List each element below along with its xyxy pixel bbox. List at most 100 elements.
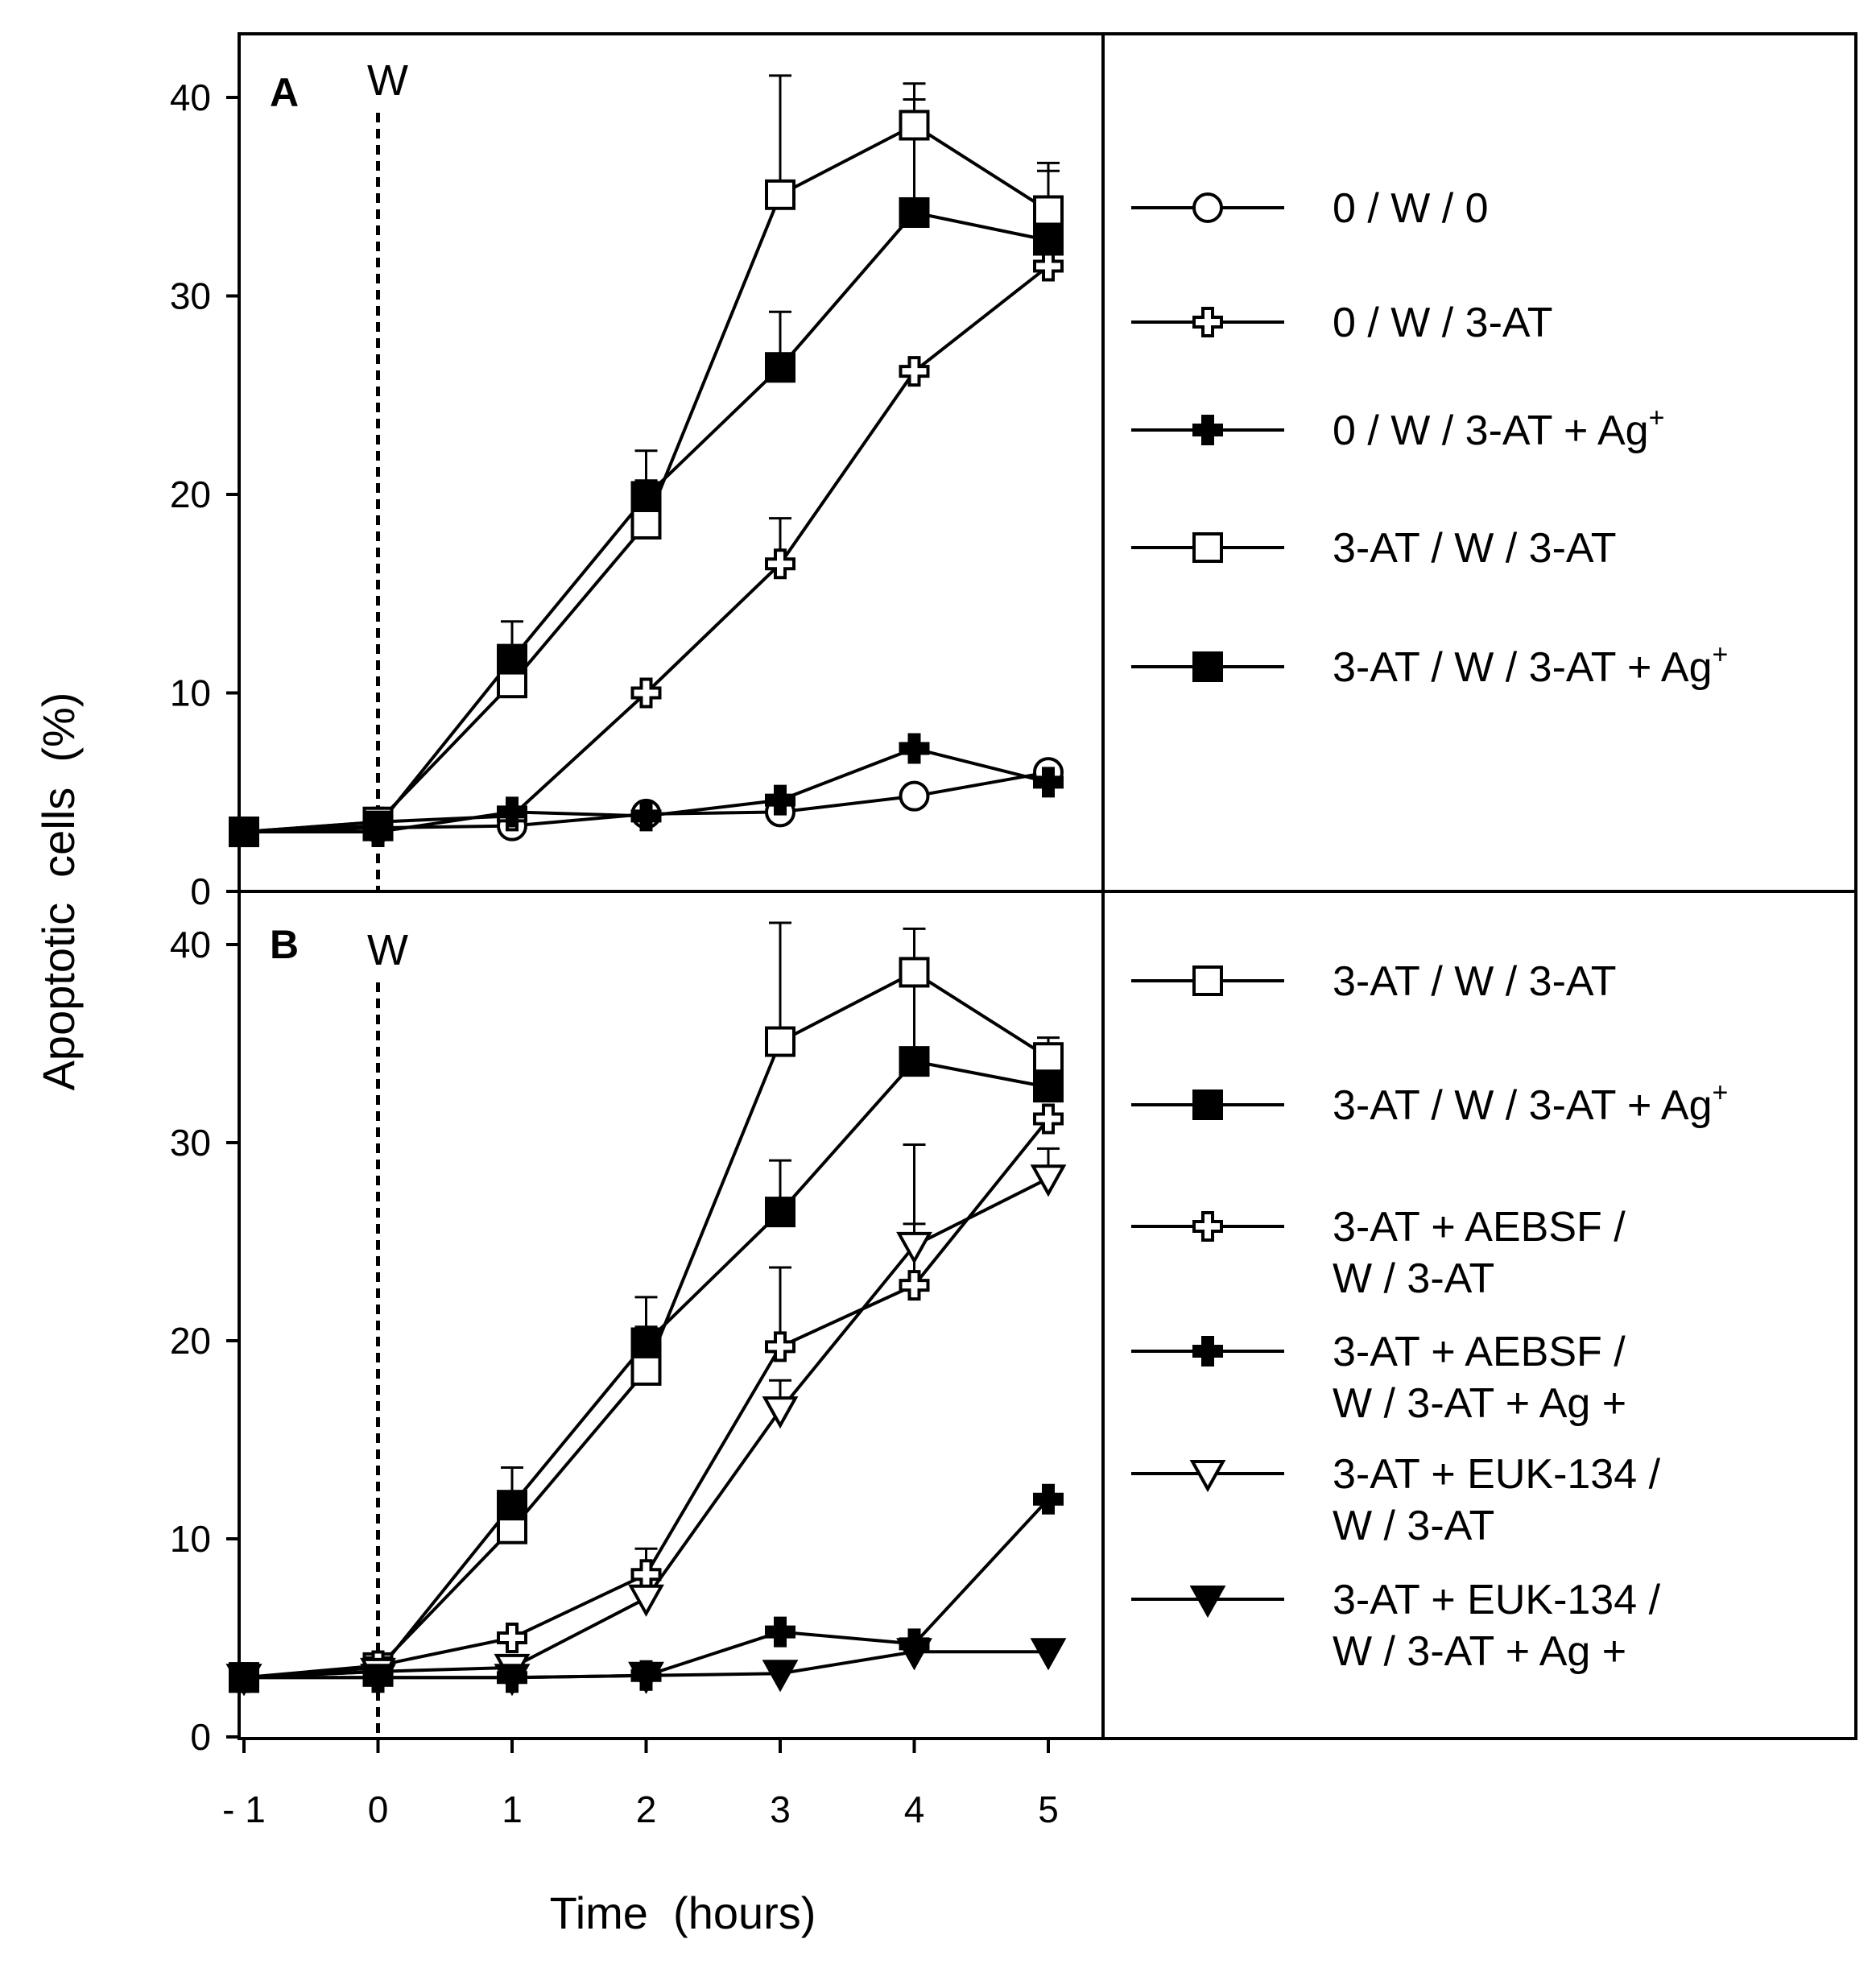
panel-b-x-tick-label: 2 <box>636 1788 657 1830</box>
panel-b-x-tick-label: 3 <box>770 1788 791 1830</box>
panel-a-series-2-point <box>899 356 930 387</box>
panel-a-series-5-point <box>630 481 662 512</box>
panel-b-legend-item-3-marker <box>1192 1211 1223 1242</box>
panel-a-y-tick-label: 20 <box>170 473 211 515</box>
panel-b-legend-item-1-marker <box>1192 965 1223 996</box>
panel-b-series-1-point <box>630 1354 662 1386</box>
panel-b-legend-item-6-label: 3-AT + EUK-134 / <box>1333 1577 1661 1623</box>
panel-a-y-tick-label: 0 <box>190 870 211 912</box>
panel-b-x-tick-label: - 1 <box>222 1788 266 1830</box>
panel-a-series-3-point <box>630 800 662 832</box>
panel-a-series-2-point <box>765 548 795 580</box>
panel-b-x-tick-label: 1 <box>502 1788 523 1830</box>
x-axis-label: Time (hours) <box>550 1888 816 1938</box>
panel-a-series-4-point <box>630 508 662 540</box>
panel-a-legend-item-2-marker <box>1192 307 1223 337</box>
panel-a-legend-item-3-label: 0 / W / 3-AT + Ag+ <box>1333 403 1664 454</box>
panel-b-series-2-point <box>899 1046 930 1077</box>
panel-b-legend-item-6-label: W / 3-AT + Ag + <box>1333 1628 1626 1675</box>
panel-b-legend-item-3-label: 3-AT + AEBSF / <box>1333 1204 1626 1251</box>
panel-a-legend-frame <box>1101 32 1857 893</box>
panel-b-legend-frame <box>1101 890 1857 1740</box>
panel-b-series-6-point <box>360 1664 396 1697</box>
panel-a-series-3-point <box>899 733 930 764</box>
panel-a-legend: 0 / W / 0 0 / W / 3-AT 0 / W / 3-AT + Ag+ 3… <box>1131 185 1728 691</box>
panel-b-series-6-point <box>494 1664 531 1697</box>
panel-b-series-5-point <box>1030 1164 1067 1197</box>
panel-a-legend-item-5-superscript: + <box>1713 639 1729 670</box>
panel-b-y-tick-label: 20 <box>170 1320 211 1362</box>
panel-a-series-5-point <box>899 196 930 228</box>
panel-a-series-5-point <box>229 817 259 848</box>
panel-b-legend-item-4-label: 3-AT + AEBSF / <box>1333 1329 1626 1375</box>
panel-a-legend-item-1-label: 0 / W / 0 <box>1333 185 1489 232</box>
panel-b-series-6-point <box>762 1660 799 1693</box>
panel-a-series-5-point <box>497 643 527 675</box>
panel-b-series-5-point <box>628 1584 664 1617</box>
panel-a-legend-item-3-superscript: + <box>1649 403 1665 433</box>
panel-a-series-5-point <box>362 810 394 841</box>
panel-b-legend-item-4-marker <box>1192 1336 1223 1367</box>
panel-a-series-2-point <box>1033 250 1064 282</box>
panel-a-legend-item-5-label: 3-AT / W / 3-AT + Ag+ <box>1333 639 1728 691</box>
panel-b-series-2-point <box>497 1490 527 1521</box>
panel-b-legend-item-4-label: W / 3-AT + Ag + <box>1333 1380 1626 1427</box>
panel-b-x-tick-label: 5 <box>1038 1788 1059 1830</box>
panel-b-series-1-point <box>899 957 930 988</box>
panel-a-series-4-point <box>899 110 930 141</box>
panel-a-series-3-point <box>497 796 527 828</box>
panel-b-legend-item-2-label: 3-AT / W / 3-AT + Ag+ <box>1333 1077 1728 1129</box>
panel-a-series-4-point <box>1033 195 1064 226</box>
panel-b-legend-item-3-label: W / 3-AT <box>1333 1255 1494 1302</box>
panel-b-chart: 0 10 20 30 40 - 1 0 1 2 3 4 5 W <box>170 921 1067 1830</box>
panel-a-label: A <box>270 70 299 115</box>
panel-a-series-5-point <box>765 352 795 383</box>
panel-b-y-tick-label: 10 <box>170 1518 211 1560</box>
panel-b-series-6-point <box>628 1661 664 1694</box>
panel-b-series-3-point <box>765 1331 795 1362</box>
panel-a-chart: 0 10 20 30 40 W <box>170 56 1064 912</box>
panel-a-y-tick-label: 40 <box>170 76 211 118</box>
panel-b-plot-frame <box>238 890 1105 1740</box>
panel-b-series-1-point <box>1033 1042 1064 1073</box>
panel-a-legend-item-4-label: 3-AT / W / 3-AT <box>1333 525 1616 572</box>
panel-b-series-2-point <box>1033 1072 1064 1103</box>
panel-b-series-6-point <box>1030 1638 1067 1671</box>
panel-b-series-2-point <box>765 1197 795 1228</box>
panel-b-series-5-point <box>896 1231 932 1265</box>
panel-b-series-4-point <box>765 1616 795 1648</box>
panel-a-legend-item-1-marker <box>1192 192 1223 223</box>
panel-b-x-tick-label: 0 <box>368 1788 389 1830</box>
panel-a-series-4-point <box>765 179 795 210</box>
panel-a-legend-item-3-marker <box>1192 415 1223 445</box>
panel-b-series-3-point <box>1033 1103 1064 1135</box>
panel-b-series-5-point <box>762 1396 799 1429</box>
panel-b-label: B <box>270 922 299 967</box>
panel-b-legend-item-5-label: W / 3-AT <box>1333 1503 1494 1549</box>
panel-a-legend-item-4-marker <box>1192 532 1223 563</box>
panel-b-legend: 3-AT / W / 3-AT 3-AT / W / 3-AT + Ag+ 3-AT… <box>1131 958 1728 1675</box>
panel-b-x-tick-label: 4 <box>904 1788 925 1830</box>
panel-b-series-6-point <box>896 1638 932 1671</box>
panel-b-legend-item-6-marker <box>1189 1586 1226 1619</box>
panel-b-series-6-point <box>225 1664 262 1697</box>
panel-a-series-3-point <box>765 784 795 816</box>
panel-a-series-5-point <box>1033 225 1064 256</box>
panel-a-series-1-point <box>899 780 930 812</box>
y-axis-label: Apoptotic cells (%) <box>33 693 84 1091</box>
panel-b-legend-item-2-superscript: + <box>1713 1077 1729 1108</box>
panel-b-series-3-point <box>497 1623 527 1653</box>
panel-a-legend-item-5-marker <box>1192 651 1223 682</box>
panel-b-legend-item-2-marker <box>1192 1090 1223 1120</box>
panel-b-legend-item-5-label: 3-AT + EUK-134 / <box>1333 1451 1661 1498</box>
panel-b-y-tick-label: 30 <box>170 1122 211 1164</box>
panel-a-legend-item-2-label: 0 / W / 3-AT <box>1333 300 1553 346</box>
panel-a-y-tick-label: 10 <box>170 672 211 714</box>
panel-a-series-2-point <box>630 677 662 709</box>
panel-b-y-tick-label: 40 <box>170 924 211 965</box>
panel-a-y-tick-label: 30 <box>170 275 211 317</box>
panel-b-series-1-point <box>765 1026 795 1057</box>
panel-a-w-marker-label: W <box>367 56 408 105</box>
panel-b-series-3-point <box>899 1270 930 1301</box>
